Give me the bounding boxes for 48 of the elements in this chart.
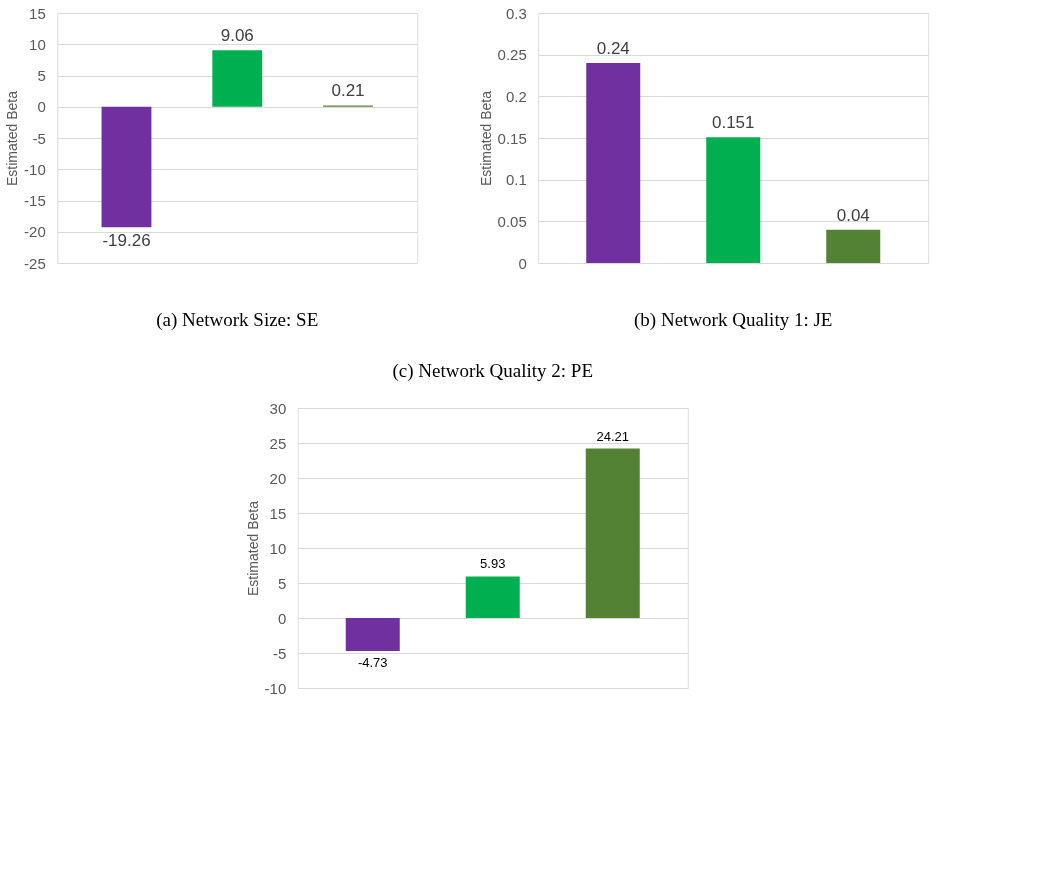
data-label: 0.04	[836, 205, 870, 225]
y-tick-label: -25	[24, 254, 46, 272]
y-tick-label: 15	[269, 504, 287, 522]
y-axis-title: Estimated Beta	[4, 90, 21, 186]
bar	[465, 576, 520, 618]
data-label: 0.24	[596, 39, 630, 58]
y-tick-label: -5	[32, 129, 46, 147]
y-tick-label: 15	[29, 4, 46, 22]
chart-title: (c) Network Quality 2: PE	[392, 360, 594, 382]
y-tick-label: 0.05	[497, 212, 527, 230]
y-tick-label: -10	[24, 160, 46, 178]
text: (a) Network Size: SE	[156, 309, 319, 331]
y-tick-label: 5	[277, 574, 287, 592]
y-tick-label: 25	[269, 434, 287, 452]
data-label: -4.73	[357, 655, 388, 671]
y-tick-label: 10	[269, 539, 287, 557]
y-tick-label: 10	[29, 35, 46, 53]
data-label: 0.21	[331, 81, 365, 101]
data-label: -19.26	[102, 231, 151, 251]
bar	[212, 50, 263, 107]
y-tick-label: 0	[37, 98, 46, 116]
data-label: 5.93	[480, 556, 506, 572]
y-tick-label: -20	[24, 223, 46, 241]
y-tick-label: 0.25	[497, 46, 527, 64]
y-tick-label: 5	[37, 67, 46, 84]
y-tick-label: 0.2	[505, 87, 527, 105]
bar	[345, 618, 400, 652]
bar	[101, 106, 152, 228]
y-tick-label: 0	[518, 254, 527, 272]
bar	[586, 63, 641, 263]
y-tick-label: -15	[24, 192, 46, 209]
y-tick-label: 0.3	[505, 4, 527, 22]
y-tick-label: 0.1	[505, 171, 527, 189]
bar	[706, 137, 761, 263]
y-tick-label: 30	[269, 399, 287, 417]
text: (b) Network Quality 1: JE	[634, 309, 833, 331]
y-axis-title: Estimated Beta	[477, 90, 494, 186]
y-tick-label: 20	[269, 469, 287, 487]
y-tick-label: -10	[264, 679, 287, 697]
data-label: 0.151	[711, 113, 755, 133]
y-tick-label: 0	[277, 609, 287, 627]
bar	[585, 448, 640, 618]
data-label: 24.21	[596, 428, 630, 444]
y-tick-label: -5	[272, 644, 287, 662]
y-axis-title: Estimated Beta	[244, 500, 261, 596]
bar	[826, 229, 881, 263]
y-tick-label: 0.15	[497, 129, 527, 147]
data-label: 9.06	[220, 26, 254, 46]
